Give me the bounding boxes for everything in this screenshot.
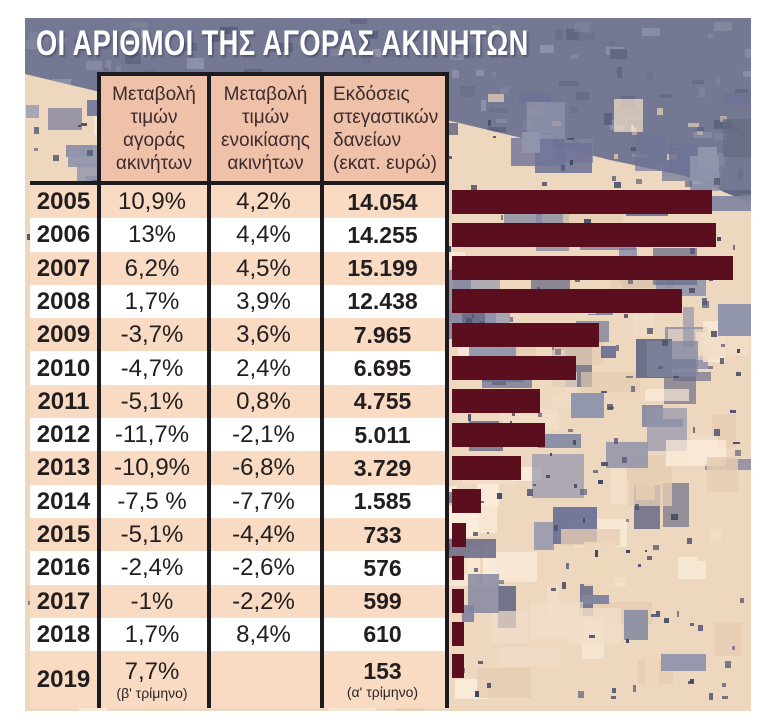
purchase-change-cell: 13%: [127, 221, 177, 249]
table-row-2019: 2019 7,7% (β' τρίμηνο) 153 (α' τρίμηνο): [30, 651, 445, 709]
purchase-change-cell: -7,5 %: [117, 487, 187, 515]
loan-issuance-cell: 7.965: [353, 321, 412, 348]
year-cell: 2009: [36, 321, 91, 349]
year-cell: 2008: [36, 287, 91, 315]
table-vertical-line: [320, 72, 324, 708]
loan-issuance-cell: 576: [363, 554, 402, 581]
purchase-change-cell: -5,1%: [120, 387, 184, 415]
rent-change-cell: 4,2%: [236, 188, 291, 216]
purchase-change-cell: 7,7% (β' τρίμηνο): [116, 657, 188, 701]
rent-change-cell: 3,9%: [236, 287, 291, 315]
loan-issuance-cell-footnote: (α' τρίμηνο): [346, 684, 419, 701]
loan-issuance-cell: 3.729: [353, 454, 412, 481]
table-horizontal-line: [30, 181, 449, 185]
year-cell: 2016: [36, 554, 91, 582]
loan-issuance-cell: 733: [363, 521, 402, 548]
table-horizontal-line: [97, 72, 449, 76]
year-cell: 2019: [36, 666, 91, 694]
rent-change-cell: 4,5%: [236, 254, 291, 282]
purchase-change-cell: -2,4%: [120, 554, 184, 582]
rent-change-cell: -2,6%: [232, 554, 295, 582]
table-row-2014: 2014 -7,5 % -7,7% 1.585: [30, 484, 445, 518]
table-row-2007: 2007 6,2% 4,5% 15.199: [30, 251, 445, 285]
table-row-2017: 2017 -1% -2,2% 599: [30, 584, 445, 618]
rent-change-cell: 2,4%: [236, 354, 291, 382]
table-row-2011: 2011 -5,1% 0,8% 4.755: [30, 384, 445, 419]
year-cell: 2017: [36, 587, 91, 615]
rent-change-cell: [207, 651, 320, 708]
loan-issuance-cell: 14.054: [347, 188, 418, 215]
table-vertical-line: [445, 72, 449, 708]
year-cell: 2018: [36, 620, 91, 648]
table-row-2018: 2018 1,7% 8,4% 610: [30, 617, 445, 652]
year-cell: 2013: [36, 454, 91, 482]
purchase-change-cell: 10,9%: [117, 188, 187, 216]
table-row-2010: 2010 -4,7% 2,4% 6.695: [30, 351, 445, 385]
rent-change-cell: -6,8%: [232, 454, 295, 482]
rent-change-cell: 3,6%: [236, 321, 291, 349]
loan-issuance-cell: 610: [363, 621, 402, 648]
table-row-2013: 2013 -10,9% -6,8% 3.729: [30, 451, 445, 485]
rent-change-cell: -2,2%: [232, 587, 295, 615]
table-vertical-line: [207, 72, 211, 708]
data-table: 2005 10,9% 4,2% 14.054 2006 13% 4,4% 14.255 2007…: [30, 185, 445, 709]
year-cell: 2012: [36, 421, 91, 449]
table-row-2016: 2016 -2,4% -2,6% 576: [30, 551, 445, 585]
rent-change-cell: 0,8%: [236, 387, 291, 415]
loan-issuance-cell: 153 (α' τρίμηνο): [346, 658, 419, 701]
loan-issuance-cell: 12.438: [347, 288, 418, 315]
rent-change-cell: -2,1%: [232, 421, 295, 449]
table-row-2006: 2006 13% 4,4% 14.255: [30, 218, 445, 252]
purchase-change-cell: 6,2%: [124, 254, 180, 282]
loan-issuance-cell: 15.199: [347, 255, 418, 282]
table-row-2008: 2008 1,7% 3,9% 12.438: [30, 284, 445, 319]
loan-issuance-cell: 4.755: [353, 388, 412, 415]
loan-issuance-cell: 14.255: [347, 221, 418, 248]
table-row-2009: 2009 -3,7% 3,6% 7.965: [30, 318, 445, 352]
column-header-purchase-price-change: Μεταβολή τιμών αγοράς ακινήτων: [101, 76, 207, 181]
rent-change-cell: -7,7%: [232, 487, 295, 515]
rent-change-cell: -4,4%: [232, 521, 295, 549]
table-row-2005: 2005 10,9% 4,2% 14.054: [30, 185, 445, 219]
purchase-change-cell: 1,7%: [124, 287, 180, 315]
purchase-change-cell: -5,1%: [120, 521, 184, 549]
year-cell: 2015: [36, 521, 91, 549]
purchase-change-cell: -3,7%: [120, 321, 184, 349]
purchase-change-cell-footnote: (β' τρίμηνο): [116, 684, 188, 701]
rent-change-cell: 4,4%: [236, 221, 291, 249]
purchase-change-cell: -4,7%: [120, 354, 184, 382]
loan-issuance-cell: 599: [363, 588, 402, 615]
loan-issuance-cell: 1.585: [353, 488, 412, 515]
year-cell: 2007: [36, 254, 91, 282]
year-cell: 2011: [37, 387, 90, 415]
year-cell: 2014: [36, 487, 91, 515]
table-vertical-line: [97, 72, 101, 708]
purchase-change-cell: 1,7%: [124, 620, 180, 648]
loan-issuance-cell: 6.695: [353, 355, 412, 382]
table-row-2015: 2015 -5,1% -4,4% 733: [30, 517, 445, 552]
column-header-mortgage-issuance: Εκδόσεις στεγαστικών δανείων (εκατ. ευρώ…: [324, 76, 445, 181]
table-row-2012: 2012 -11,7% -2,1% 5.011: [30, 418, 445, 452]
rent-change-cell: 8,4%: [236, 620, 291, 648]
purchase-change-cell: -1%: [130, 587, 174, 615]
column-header-rent-price-change: Μεταβολή τιμών ενοικίασης ακινήτων: [211, 76, 320, 181]
loan-issuance-cell: 5.011: [354, 421, 411, 448]
year-cell: 2005: [36, 188, 91, 216]
year-cell: 2010: [36, 354, 91, 382]
year-cell: 2006: [36, 221, 91, 249]
purchase-change-cell: -10,9%: [113, 454, 191, 482]
purchase-change-cell: -11,7%: [114, 421, 190, 449]
page-title: ΟΙ ΑΡΙΘΜΟΙ ΤΗΣ ΑΓΟΡΑΣ ΑΚΙΝΗΤΩΝ: [36, 24, 529, 63]
